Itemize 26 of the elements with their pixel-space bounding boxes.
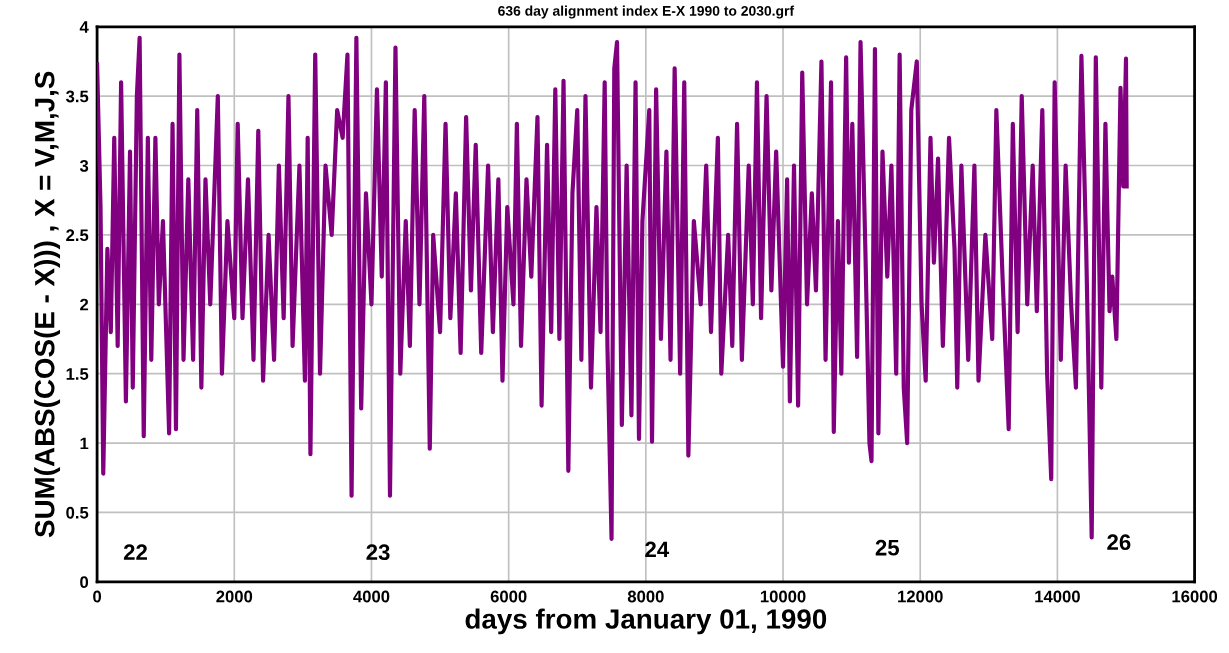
chart-title: 636 day alignment index E-X 1990 to 2030.grf xyxy=(498,5,795,19)
y-tick-label: 1 xyxy=(80,437,89,450)
y-tick-label: 3 xyxy=(79,159,89,172)
x-tick-label: 4000 xyxy=(353,590,390,603)
annotation: 25 xyxy=(875,539,900,556)
y-tick-label: 0.5 xyxy=(66,506,89,519)
x-tick-label: 14000 xyxy=(1035,590,1080,603)
annotation: 22 xyxy=(123,544,147,560)
x-tick-label: 10000 xyxy=(760,590,806,603)
y-tick-label: 2 xyxy=(80,298,89,311)
x-tick-label: 12000 xyxy=(898,590,943,603)
x-axis-title: days from January 01, 1990 xyxy=(465,608,827,635)
x-tick-label: 16000 xyxy=(1172,590,1218,603)
y-tick-label: 0 xyxy=(80,576,89,589)
y-axis-title: SUM(ABS(COS(E - X))) , X = V,M,J,S xyxy=(34,71,61,538)
annotation: 24 xyxy=(645,541,670,558)
x-tick-label: 2000 xyxy=(216,590,253,603)
y-tick-label: 3.5 xyxy=(65,90,89,103)
y-tick-label: 1.5 xyxy=(66,368,89,380)
y-tick-label: 4 xyxy=(79,21,89,33)
x-tick-label: 6000 xyxy=(490,590,527,603)
annotation: 26 xyxy=(1107,534,1131,551)
annotation: 23 xyxy=(366,544,390,561)
y-tick-label: 2.5 xyxy=(66,229,89,242)
x-tick-label: 8000 xyxy=(627,590,664,603)
x-tick-label: 0 xyxy=(93,590,102,603)
